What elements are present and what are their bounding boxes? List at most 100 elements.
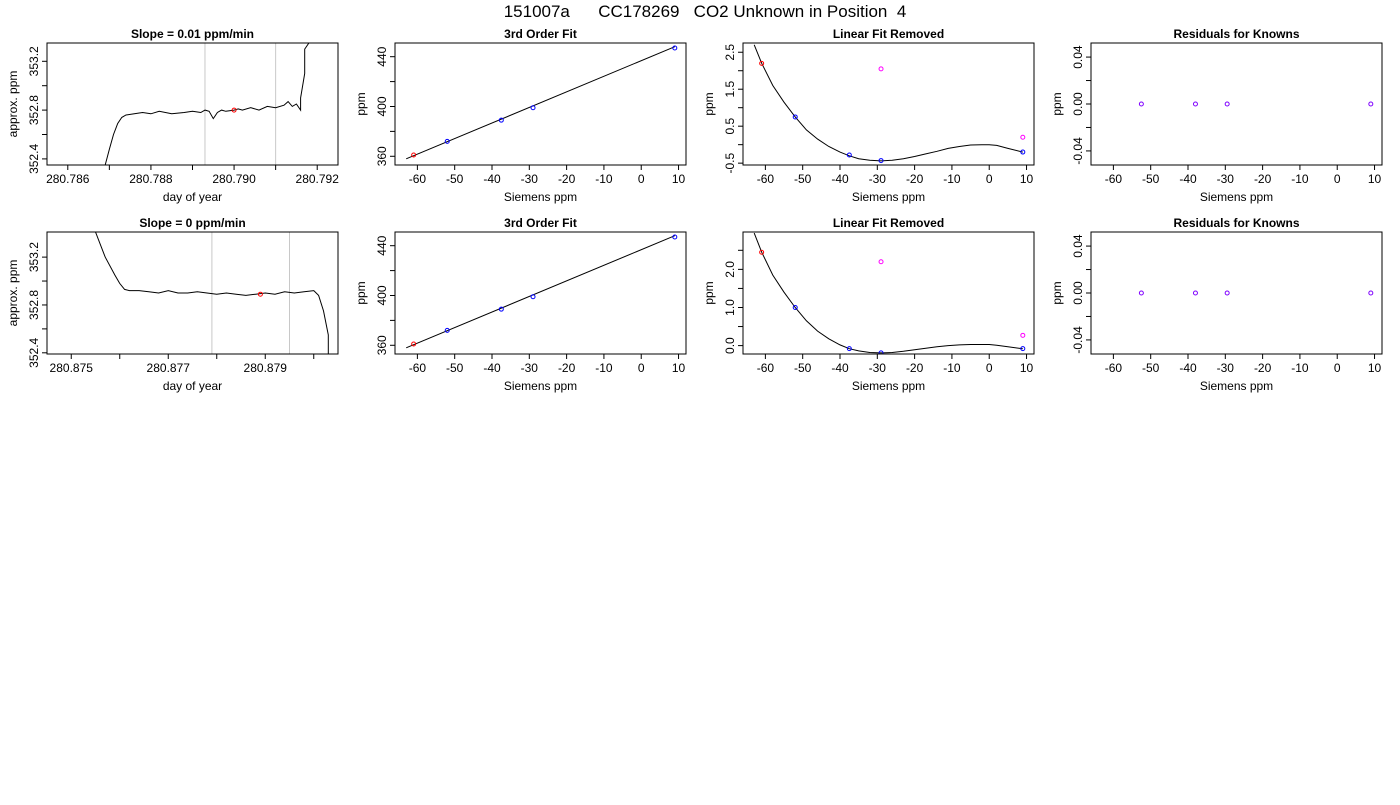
panel-title: Linear Fit Removed bbox=[833, 27, 944, 41]
data-point-known-point bbox=[878, 350, 884, 354]
x-tick-label: -10 bbox=[595, 172, 613, 186]
x-axis-label: Siemens ppm bbox=[504, 190, 577, 204]
data-point-known-point bbox=[444, 327, 450, 333]
x-tick-label: -20 bbox=[558, 172, 576, 186]
plot-data bbox=[95, 232, 329, 354]
x-tick-label: -20 bbox=[906, 172, 924, 186]
plot-frame bbox=[394, 231, 687, 355]
x-tick-label: -50 bbox=[794, 361, 812, 375]
x-tick-label: 280.790 bbox=[212, 172, 256, 186]
y-axis-label: ppm bbox=[702, 92, 716, 115]
y-tick-label: 400 bbox=[375, 285, 389, 305]
y-tick-label: 0.0 bbox=[723, 337, 737, 354]
data-point-known-point bbox=[672, 234, 678, 240]
x-tick-label: -60 bbox=[1105, 361, 1123, 375]
y-tick-label: 400 bbox=[375, 96, 389, 116]
plot-frame bbox=[394, 42, 687, 166]
y-axis-label: approx. ppm bbox=[6, 71, 20, 138]
data-point-residual-point bbox=[1224, 290, 1230, 296]
data-point-known-point bbox=[846, 152, 852, 158]
x-tick-label: -10 bbox=[1291, 361, 1309, 375]
panel-title: 3rd Order Fit bbox=[504, 216, 577, 230]
data-point-unknown-point bbox=[231, 107, 237, 113]
y-tick-label: -0.04 bbox=[1071, 326, 1085, 354]
chart-panels: Slope = 0.01 ppm/min 280.786 280.788 280.79… bbox=[6, 27, 1383, 393]
x-tick-label: -10 bbox=[943, 172, 961, 186]
plot-data bbox=[753, 44, 1026, 164]
x-tick-label: -30 bbox=[1217, 361, 1235, 375]
fit-curve-line bbox=[406, 235, 675, 349]
y-tick-label: 1.0 bbox=[723, 299, 737, 316]
plot-data bbox=[104, 43, 310, 165]
x-axis-label: day of year bbox=[163, 379, 222, 393]
y-tick-label: 0.00 bbox=[1071, 281, 1085, 305]
y-tick-label: 1.5 bbox=[723, 81, 737, 98]
plot-data bbox=[406, 45, 678, 160]
x-tick-label: -50 bbox=[1142, 172, 1160, 186]
plot-data bbox=[1138, 101, 1374, 107]
y-tick-label: 352.8 bbox=[27, 95, 41, 125]
data-point-unknown-point bbox=[411, 152, 417, 158]
y-tick-label: 360 bbox=[375, 146, 389, 166]
plot-data bbox=[1138, 290, 1374, 296]
data-point-unknown-check bbox=[1020, 134, 1026, 140]
data-point-known-point bbox=[846, 346, 852, 352]
x-axis-label: day of year bbox=[163, 190, 222, 204]
chart-panel-r2c4: Residuals for Knowns -60 -50 -40 -30 -20 -10 0 1… bbox=[1050, 216, 1383, 393]
x-tick-label: -40 bbox=[831, 361, 849, 375]
y-tick-label: 352.4 bbox=[27, 337, 41, 367]
chart-panel-r2c1: Slope = 0 ppm/min 280.875 280.877 280.879 35… bbox=[6, 216, 339, 393]
y-tick-label: 0.00 bbox=[1071, 92, 1085, 116]
x-tick-label: -40 bbox=[1179, 361, 1197, 375]
x-tick-label: -30 bbox=[1217, 172, 1235, 186]
data-point-known-point bbox=[530, 294, 536, 300]
y-tick-label: 353.2 bbox=[27, 242, 41, 272]
data-point-residual-point bbox=[1368, 290, 1374, 296]
x-axis-label: Siemens ppm bbox=[1200, 190, 1273, 204]
data-point-known-point bbox=[530, 105, 536, 111]
y-axis-label: ppm bbox=[1050, 281, 1064, 304]
x-tick-label: 0 bbox=[1334, 172, 1341, 186]
plot-frame bbox=[742, 231, 1035, 355]
panel-title: 3rd Order Fit bbox=[504, 27, 577, 41]
chart-panel-r1c2: 3rd Order Fit -60 -50 -40 -30 -20 -10 0 10 360 400… bbox=[354, 27, 687, 204]
x-tick-label: -60 bbox=[757, 172, 775, 186]
x-tick-label: 280.875 bbox=[50, 361, 94, 375]
page-title: 151007a CC178269 CO2 Unknown in Position… bbox=[504, 2, 907, 21]
y-tick-label: 360 bbox=[375, 335, 389, 355]
y-tick-label: -0.04 bbox=[1071, 137, 1085, 165]
fit-curve-line bbox=[753, 232, 1023, 354]
data-point-residual-point bbox=[1368, 101, 1374, 107]
x-tick-label: 280.792 bbox=[296, 172, 340, 186]
chart-panel-r1c1: Slope = 0.01 ppm/min 280.786 280.788 280.79… bbox=[6, 27, 339, 204]
x-axis-label: Siemens ppm bbox=[1200, 379, 1273, 393]
data-point-known-point bbox=[444, 138, 450, 144]
data-point-known-point bbox=[878, 158, 884, 164]
x-tick-label: 0 bbox=[986, 361, 993, 375]
x-tick-label: -50 bbox=[1142, 361, 1160, 375]
x-tick-label: -40 bbox=[483, 361, 501, 375]
x-tick-label: -30 bbox=[521, 361, 539, 375]
chart-panel-r1c4: Residuals for Knowns -60 -50 -40 -30 -20 -10 0 1… bbox=[1050, 27, 1383, 204]
x-tick-label: -50 bbox=[794, 172, 812, 186]
x-tick-label: -10 bbox=[943, 361, 961, 375]
y-tick-label: -0.5 bbox=[723, 152, 737, 173]
x-tick-label: -40 bbox=[1179, 172, 1197, 186]
y-tick-label: 0.04 bbox=[1071, 45, 1085, 69]
x-axis-label: Siemens ppm bbox=[852, 190, 925, 204]
plot-frame bbox=[742, 42, 1035, 166]
x-tick-label: 10 bbox=[1368, 361, 1382, 375]
data-point-unknown-check bbox=[1020, 332, 1026, 338]
x-tick-label: 10 bbox=[672, 361, 686, 375]
x-tick-label: -40 bbox=[831, 172, 849, 186]
x-tick-label: 0 bbox=[1334, 361, 1341, 375]
time-trace-line bbox=[95, 232, 329, 354]
y-axis-label: ppm bbox=[1050, 92, 1064, 115]
panel-title: Slope = 0 ppm/min bbox=[139, 216, 245, 230]
x-tick-label: -60 bbox=[1105, 172, 1123, 186]
x-tick-label: -60 bbox=[409, 361, 427, 375]
x-tick-label: 10 bbox=[672, 172, 686, 186]
data-point-unknown-check bbox=[878, 259, 884, 265]
x-axis-label: Siemens ppm bbox=[504, 379, 577, 393]
x-tick-label: 0 bbox=[638, 361, 645, 375]
